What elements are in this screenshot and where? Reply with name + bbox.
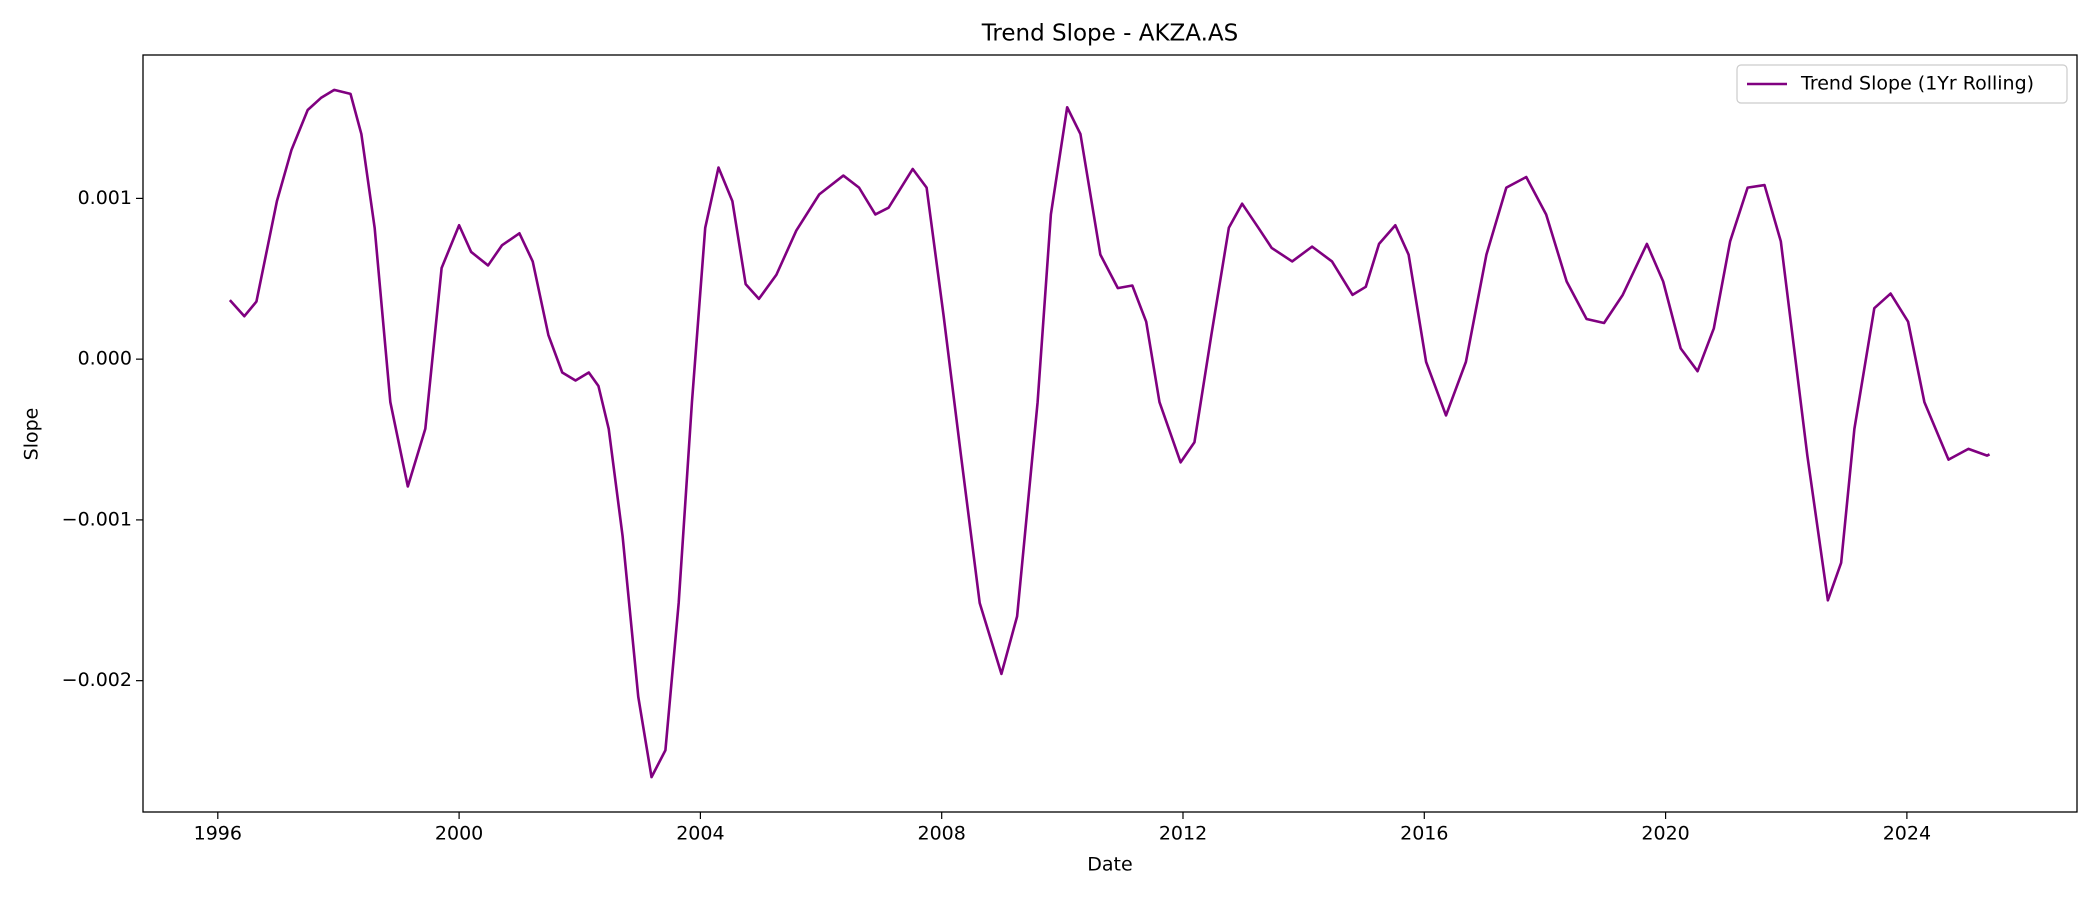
y-tick-label: 0.001 <box>78 187 132 209</box>
x-tick-label: 2020 <box>1641 823 1689 845</box>
x-tick-label: 2016 <box>1400 823 1448 845</box>
y-tick-label: −0.001 <box>62 508 132 530</box>
chart-title: Trend Slope - AKZA.AS <box>981 21 1239 47</box>
x-axis-label: Date <box>1087 854 1132 876</box>
plot-frame <box>142 54 2078 813</box>
legend-label: Trend Slope (1Yr Rolling) <box>1800 73 2034 95</box>
x-tick-label: 2012 <box>1159 823 1207 845</box>
x-tick-label: 1996 <box>194 823 242 845</box>
y-tick-label: 0.000 <box>78 348 132 370</box>
line <box>228 88 1991 779</box>
y-tick-label: −0.002 <box>62 669 132 691</box>
legend-box <box>1736 64 2068 104</box>
x-tick-label: 2024 <box>1883 823 1931 845</box>
y-axis-label: Slope <box>21 408 43 461</box>
x-tick-label: 2008 <box>918 823 966 845</box>
x-tick-label: 2000 <box>435 823 483 845</box>
x-tick-label: 2004 <box>676 823 724 845</box>
